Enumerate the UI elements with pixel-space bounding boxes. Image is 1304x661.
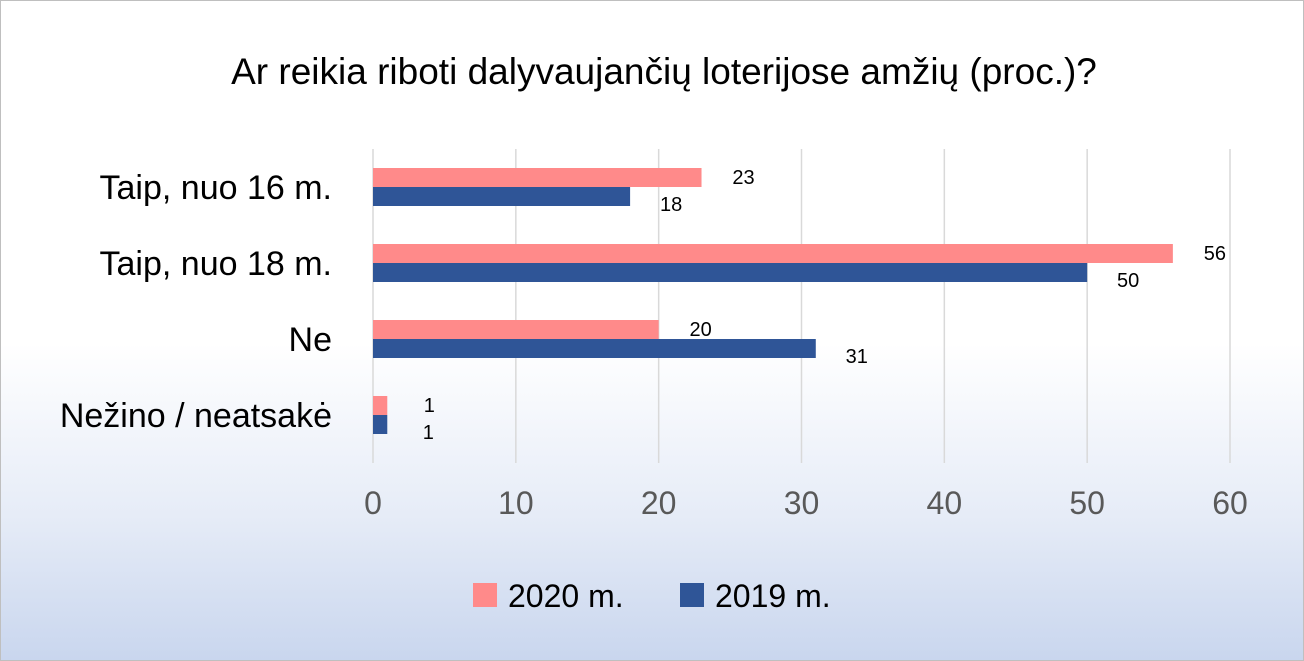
bar [373, 168, 702, 187]
data-label: 56 [1204, 243, 1226, 265]
legend-label: 2020 m. [508, 578, 624, 614]
bars [373, 168, 1173, 434]
legend: 2020 m. 2019 m. [473, 578, 831, 614]
chart-title: Ar reikia riboti dalyvaujančių loterijos… [231, 51, 1097, 92]
data-label: 1 [423, 422, 434, 444]
legend-swatch [473, 583, 497, 607]
x-tick-label: 40 [927, 485, 963, 521]
data-label: 18 [660, 194, 682, 216]
bar [373, 263, 1088, 282]
x-tick-label: 60 [1212, 485, 1248, 521]
legend-swatch [680, 583, 704, 607]
bar [373, 244, 1173, 263]
data-label: 50 [1117, 270, 1139, 292]
x-tick-labels: 0 10 20 30 40 50 60 [364, 485, 1248, 521]
x-tick-label: 10 [498, 485, 534, 521]
data-label: 20 [690, 319, 712, 341]
category-labels: Taip, nuo 16 m. Taip, nuo 18 m. Ne Nežino /… [60, 169, 332, 435]
bar [373, 415, 388, 434]
x-tick-label: 0 [364, 485, 382, 521]
category-label: Taip, nuo 16 m. [100, 169, 332, 207]
bar [373, 339, 816, 358]
data-labels: 23 18 56 50 20 31 1 1 [423, 167, 1226, 444]
category-label: Ne [289, 321, 332, 359]
data-label: 23 [732, 167, 754, 189]
data-label: 1 [424, 395, 435, 417]
x-tick-label: 30 [784, 485, 820, 521]
legend-label: 2019 m. [715, 578, 831, 614]
category-label: Nežino / neatsakė [60, 397, 332, 435]
bar [373, 320, 659, 339]
bar [373, 187, 631, 206]
x-tick-label: 50 [1069, 485, 1105, 521]
bar [373, 396, 388, 415]
category-label: Taip, nuo 18 m. [100, 245, 332, 283]
x-tick-label: 20 [641, 485, 677, 521]
data-label: 31 [846, 346, 868, 368]
